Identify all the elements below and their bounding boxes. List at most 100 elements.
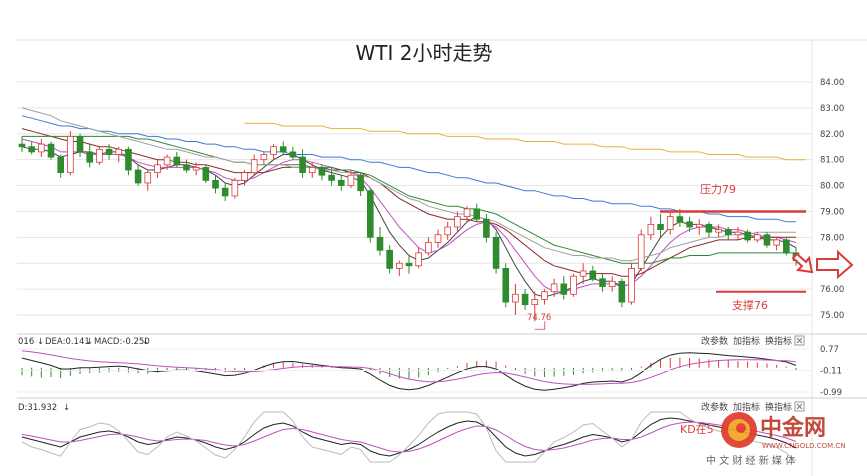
candle [492,232,500,274]
candle [454,211,461,233]
candle [425,237,432,256]
candle [250,154,258,176]
candle [463,206,471,222]
candle [550,278,558,297]
candle [744,229,751,243]
watermark-slogan: 中 文 财 经 新 媒 体 [706,454,795,467]
price-tick-label: 80.00 [820,182,844,192]
svg-text:↓: ↓ [142,337,149,347]
candlesticks [18,131,800,322]
candle [299,149,306,178]
candle [318,164,326,181]
macd-edit-params-button[interactable]: 改参数 [701,335,728,347]
candle [483,214,490,243]
candle [125,146,132,176]
candle [444,221,452,240]
candle [560,276,568,300]
candle [773,237,780,251]
candle [579,263,587,284]
candle [386,245,393,274]
direction-arrows [791,249,854,280]
kdj-change-indicator-button[interactable]: 换指标 [765,401,792,413]
candle [366,188,374,243]
price-tick-label: 83.00 [820,104,844,114]
candle [105,144,113,160]
candle [589,265,597,282]
candle [405,255,413,274]
price-grid [17,39,867,476]
candle [763,232,771,248]
kdj-d-line [21,421,797,453]
candle [173,151,181,168]
macd-legend-dea: DEA:0.141 [45,337,90,347]
candle [541,289,548,305]
candle [308,162,316,178]
candle [163,154,171,171]
candle [289,146,297,160]
price-tick-label: 84.00 [820,78,844,88]
price-tick-label: 75.00 [820,311,844,321]
candle [502,263,510,308]
kdj-controls: 改参数 加指标 换指标 [701,401,805,413]
candle [686,216,693,233]
candle [376,226,384,256]
candle [144,170,152,191]
price-tick-label: 82.00 [820,130,844,140]
candle [715,224,722,238]
low-price-label: 74.76 [527,313,551,323]
macd-axis: 0.77 -0.11 -0.99 [17,345,842,398]
svg-text:↓: ↓ [37,337,44,347]
candle [76,133,84,158]
candle [531,291,539,322]
down-right-arrow-icon [791,252,814,274]
macd-tick-label: -0.11 [820,367,842,377]
candle [473,203,481,222]
candle [231,177,239,199]
macd-tick-label: 0.77 [820,345,839,355]
macd-change-indicator-button[interactable]: 换指标 [765,335,792,347]
price-tick-label: 76.00 [820,285,844,295]
kdj-k-line [21,417,797,457]
candle [570,273,577,297]
candle [521,289,529,310]
macd-legend-dif: 016 [18,337,34,347]
candle [134,164,142,186]
candle [221,182,229,202]
svg-text:↓: ↓ [86,337,93,347]
macd-add-indicator-button[interactable]: 加指标 [733,335,760,347]
low-marker [534,321,546,330]
key-levels [534,210,806,330]
chart-title: WTI 2小时走势 [356,41,493,65]
price-axis: 84.0083.0082.0081.0080.0079.0078.0077.00… [820,78,844,321]
candle [415,247,422,269]
price-tick-label: 78.00 [820,233,844,243]
candle [183,159,190,173]
candle [628,263,635,305]
candle [279,141,287,155]
candle [241,170,248,186]
candle [396,260,403,277]
candle [599,273,606,292]
macd-controls: 改参数 加指标 换指标 [701,335,805,347]
macd-dea-line [21,350,797,385]
candle [67,131,74,176]
candle [637,229,645,271]
kdj-legend-d: D:31.932 [18,403,57,413]
candle [337,175,345,191]
resistance-label: 压力79 [700,183,736,196]
candle [270,144,277,160]
kd-annotation: KD在5 [680,423,714,436]
kdj-edit-params-button[interactable]: 改参数 [701,401,728,413]
svg-text:↓: ↓ [63,403,70,413]
watermark-domain: WWW.CNGOLD.COM.CN [762,442,846,450]
ma-line-6 [244,122,806,161]
candle [86,144,94,168]
candle [783,237,790,256]
candle [192,162,200,176]
ma-line-4 [21,115,796,223]
ma-line-5 [21,107,796,262]
kdj-add-indicator-button[interactable]: 加指标 [733,401,760,413]
kdj-legend: D:31.932 ↓ [18,403,70,413]
candle [512,283,519,315]
